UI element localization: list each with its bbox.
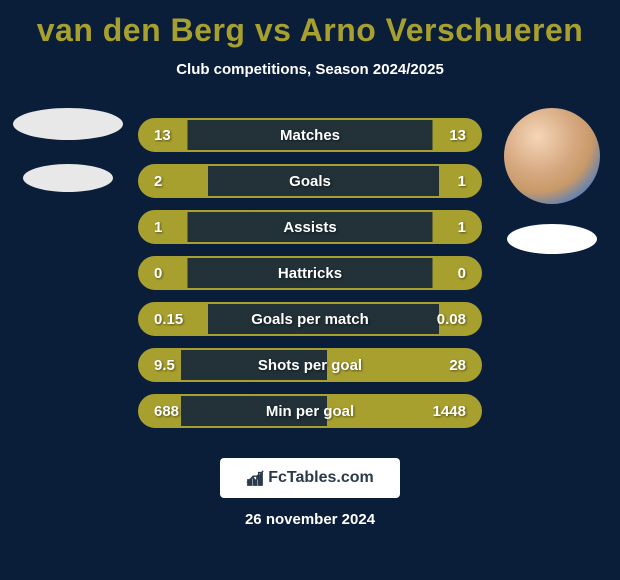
- stat-left-value: 688: [154, 403, 204, 420]
- stat-left-value: 0: [154, 265, 204, 282]
- stat-left-value: 2: [154, 173, 204, 190]
- stat-right-value: 28: [416, 357, 466, 374]
- stat-label: Hattricks: [204, 265, 416, 282]
- player-left-badge: [13, 108, 123, 140]
- footer-date: 26 november 2024: [245, 511, 375, 528]
- stat-row-assists: 1 Assists 1: [138, 210, 482, 244]
- stat-right-value: 13: [416, 127, 466, 144]
- stat-label: Matches: [204, 127, 416, 144]
- stat-left-value: 13: [154, 127, 204, 144]
- stat-row-spg: 9.5 Shots per goal 28: [138, 348, 482, 382]
- stats-list: 13 Matches 13 2 Goals 1 1 Assists 1 0 Ha…: [138, 118, 482, 428]
- stat-left-value: 0.15: [154, 311, 204, 328]
- stat-row-hattricks: 0 Hattricks 0: [138, 256, 482, 290]
- stat-label: Assists: [204, 219, 416, 236]
- stat-label: Goals per match: [204, 311, 416, 328]
- stat-row-mpg: 688 Min per goal 1448: [138, 394, 482, 428]
- comparison-title: van den Berg vs Arno Verschueren: [0, 0, 620, 49]
- comparison-subtitle: Club competitions, Season 2024/2025: [0, 61, 620, 78]
- player-right-photo: [504, 108, 600, 204]
- brand-logo[interactable]: FcTables.com: [220, 458, 400, 498]
- comparison-content: 13 Matches 13 2 Goals 1 1 Assists 1 0 Ha…: [0, 108, 620, 448]
- chart-icon: [246, 469, 264, 487]
- player-right-column: [492, 108, 612, 254]
- stat-right-value: 0.08: [416, 311, 466, 328]
- stat-row-gpm: 0.15 Goals per match 0.08: [138, 302, 482, 336]
- stat-left-value: 9.5: [154, 357, 204, 374]
- stat-label: Shots per goal: [204, 357, 416, 374]
- stat-right-value: 1: [416, 173, 466, 190]
- brand-text: FcTables.com: [268, 469, 374, 487]
- player-right-team-badge: [507, 224, 597, 254]
- stat-label: Min per goal: [204, 403, 416, 420]
- stat-label: Goals: [204, 173, 416, 190]
- player-left-column: [8, 108, 128, 192]
- stat-right-value: 1: [416, 219, 466, 236]
- stat-left-value: 1: [154, 219, 204, 236]
- stat-right-value: 1448: [416, 403, 466, 420]
- stat-row-matches: 13 Matches 13: [138, 118, 482, 152]
- player-left-team-badge: [23, 164, 113, 192]
- stat-right-value: 0: [416, 265, 466, 282]
- stat-row-goals: 2 Goals 1: [138, 164, 482, 198]
